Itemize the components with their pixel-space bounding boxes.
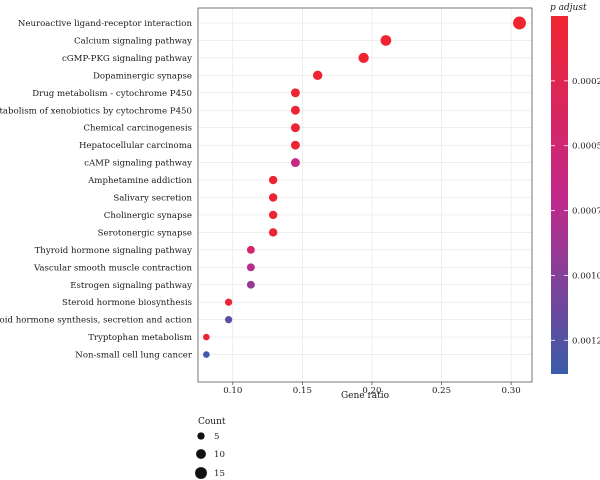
size-legend-dot xyxy=(195,467,207,479)
y-tick-label: Metabolism of xenobiotics by cytochrome … xyxy=(0,106,192,116)
color-legend-tick-label: 0.00075 xyxy=(572,207,600,217)
data-point xyxy=(246,263,255,272)
size-legend-label: 10 xyxy=(214,450,225,460)
y-tick-label: Amphetamine addiction xyxy=(87,176,192,186)
data-point xyxy=(203,351,210,358)
data-point xyxy=(290,123,300,133)
size-legend-items: 5 10 15 xyxy=(195,432,225,479)
y-tick-label: Salivary secretion xyxy=(113,194,192,204)
data-points xyxy=(203,16,526,358)
plot-panel-border xyxy=(197,7,533,383)
data-point xyxy=(268,210,278,220)
data-point xyxy=(290,140,300,150)
y-tick-label: Dopaminergic synapse xyxy=(93,71,192,81)
x-axis-ticks: 0.10 0.15 0.20 0.25 0.30 xyxy=(223,382,521,396)
size-legend-title: Count xyxy=(198,417,226,427)
color-legend-title: p adjust xyxy=(550,3,587,13)
x-tick-label: 0.15 xyxy=(293,386,312,396)
data-point xyxy=(380,35,392,46)
data-point xyxy=(268,175,278,185)
grid-lines xyxy=(198,8,532,382)
data-point xyxy=(312,70,323,81)
x-tick-label: 0.20 xyxy=(362,386,381,396)
color-legend-tick-label: 0.00125 xyxy=(572,336,600,346)
y-tick-label: Neuroactive ligand-receptor interaction xyxy=(18,19,193,29)
data-point xyxy=(224,298,233,306)
size-legend-dot xyxy=(196,449,206,459)
y-tick-label: Cholinergic synapse xyxy=(104,211,192,221)
data-point xyxy=(268,193,278,202)
data-point xyxy=(290,105,300,115)
y-tick-label: cGMP-PKG signaling pathway xyxy=(62,54,192,64)
x-tick-label: 0.25 xyxy=(432,386,451,396)
x-tick-label: 0.30 xyxy=(502,386,521,396)
x-tick-label: 0.10 xyxy=(223,386,242,396)
color-legend-bar xyxy=(551,16,568,374)
y-tick-label: Chemical carcinogenesis xyxy=(83,124,192,134)
y-tick-label: Steroid hormone biosynthesis xyxy=(62,298,192,308)
y-tick-label: Hepatocellular carcinoma xyxy=(79,141,192,151)
data-point xyxy=(246,245,255,254)
y-tick-label: Estrogen signaling pathway xyxy=(70,281,192,291)
y-tick-label: Tryptophan metabolism xyxy=(88,333,192,343)
y-tick-label: Thyroid hormone signaling pathway xyxy=(35,246,193,256)
data-point xyxy=(290,158,300,168)
size-legend-dot xyxy=(197,432,205,440)
category-labels: Neuroactive ligand-receptor interaction C… xyxy=(0,19,193,361)
data-point xyxy=(203,333,210,341)
y-tick-label: Serotonergic synapse xyxy=(98,228,192,238)
y-tick-label: cAMP signaling pathway xyxy=(84,159,192,169)
color-legend-tick-label: 0.00025 xyxy=(572,77,600,87)
x-axis-title: Gene ratio xyxy=(341,391,389,401)
data-point xyxy=(358,52,369,64)
y-tick-label: Drug metabolism - cytochrome P450 xyxy=(32,89,192,99)
data-point xyxy=(513,16,526,30)
size-legend-label: 15 xyxy=(214,469,225,479)
size-legend-label: 5 xyxy=(214,432,219,442)
data-point xyxy=(268,228,278,237)
y-tick-label: Parathyroid hormone synthesis, secretion… xyxy=(0,316,192,326)
data-point xyxy=(224,316,233,324)
y-tick-label: Non-small cell lung cancer xyxy=(75,351,193,361)
y-tick-label: Calcium signaling pathway xyxy=(74,36,192,46)
data-point xyxy=(290,88,300,98)
y-tick-label: Vascular smooth muscle contraction xyxy=(33,263,193,273)
data-point xyxy=(246,280,255,289)
